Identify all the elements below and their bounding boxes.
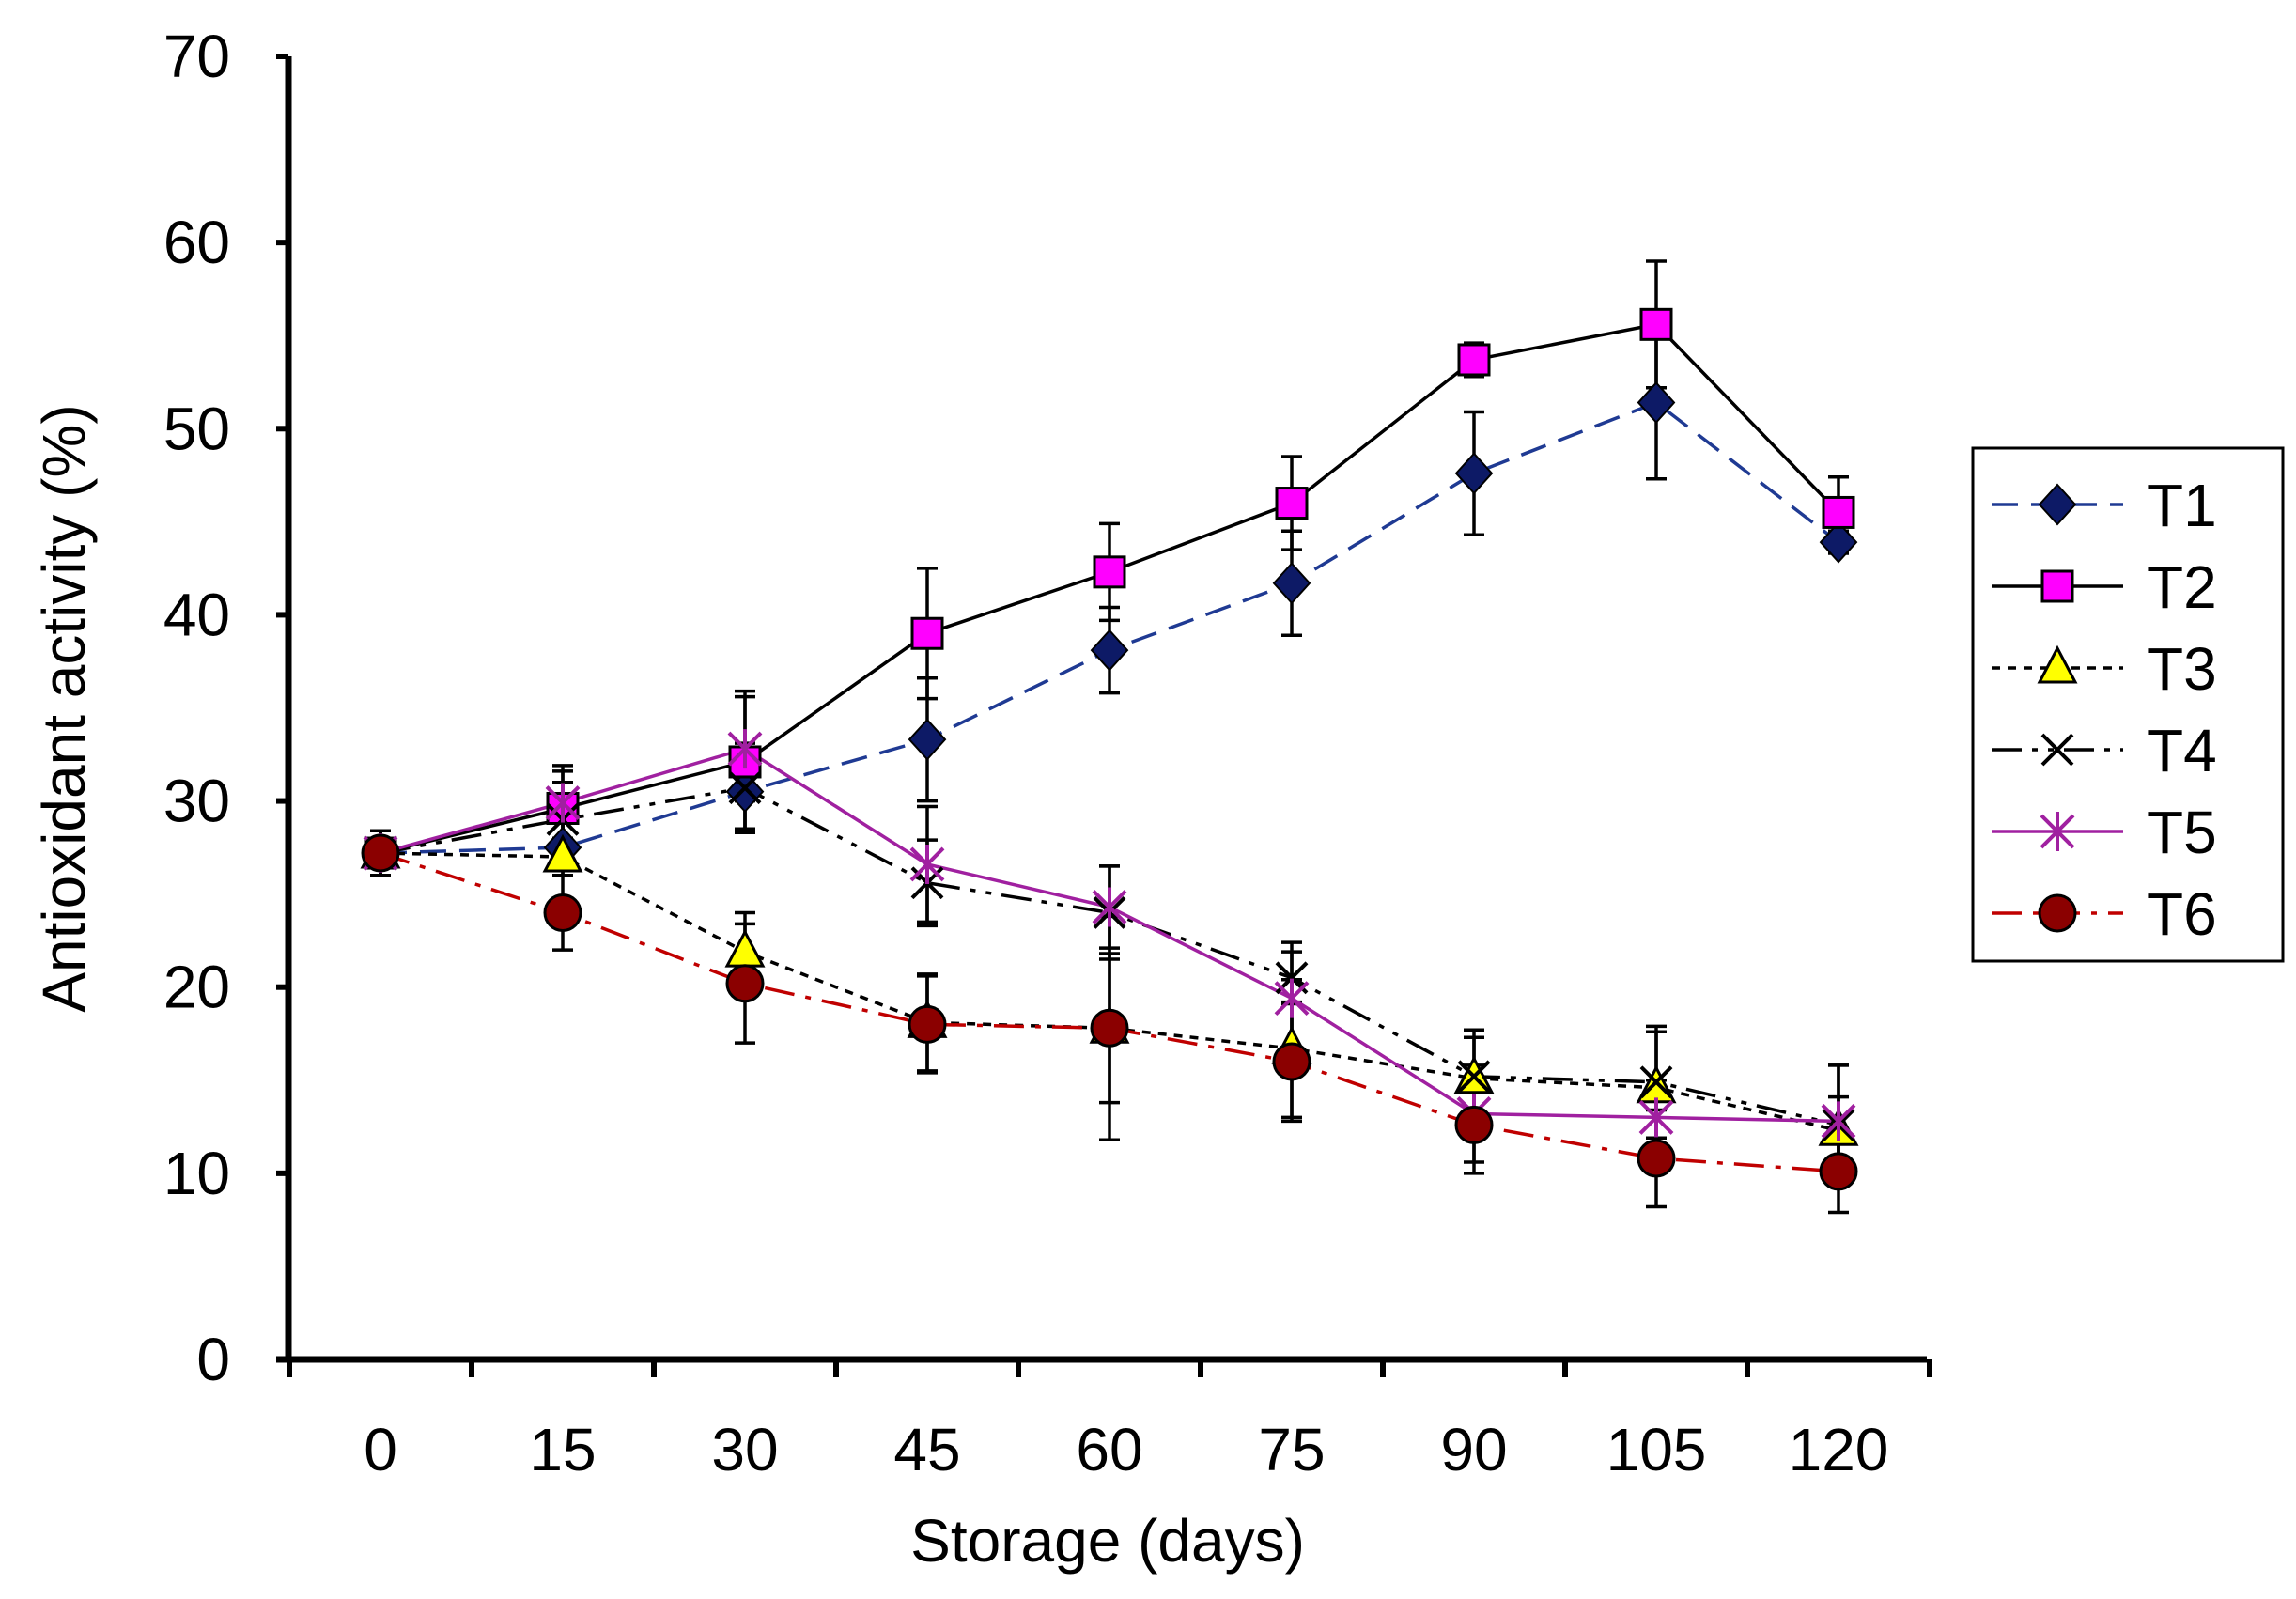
x-tick-label: 75: [1258, 1416, 1325, 1483]
legend-label: T3: [2147, 635, 2217, 703]
x-tick-label: 105: [1606, 1416, 1707, 1483]
data-point-t3: [724, 928, 766, 968]
legend-marker-t4: [2040, 733, 2074, 767]
data-point-t2: [1093, 555, 1126, 589]
legend-label: T1: [2147, 472, 2217, 539]
data-point-t1: [1272, 562, 1311, 605]
y-tick-label: 40: [163, 581, 230, 648]
legend-marker-t1: [2038, 483, 2077, 526]
data-point-t6: [543, 893, 582, 932]
y-axis-ticks: 0 10 20 30 40 50 60 70: [163, 23, 288, 1393]
data-point-t5: [909, 844, 945, 884]
x-tick-label: 90: [1440, 1416, 1507, 1483]
legend-item-t6: T6: [1992, 880, 2217, 948]
legend-label: T4: [2147, 717, 2217, 784]
x-axis-ticks: 0 15 30 45 60 75 90 105 120: [287, 1359, 1932, 1483]
x-axis-title: Storage (days): [910, 1507, 1305, 1575]
data-point-t6: [1090, 1008, 1129, 1048]
y-tick-label: 10: [163, 1140, 230, 1207]
error-bars: [370, 259, 1849, 1215]
data-point-t5: [727, 729, 763, 769]
data-point-t2: [1639, 307, 1673, 341]
data-point-t5: [1638, 1097, 1674, 1138]
series-line-t6: [380, 851, 1839, 1173]
data-point-t1: [725, 770, 765, 814]
legend-label: T2: [2147, 553, 2217, 621]
legend-box: [1971, 446, 2285, 963]
data-point-t4: [728, 771, 762, 805]
y-tick-label: 30: [163, 768, 230, 835]
legend-marker-t5: [2040, 812, 2075, 851]
legend-label: T6: [2147, 880, 2217, 948]
data-point-t6: [1272, 1042, 1311, 1081]
data-point-t4: [1639, 1065, 1673, 1099]
legend-item-t5: T5: [1992, 799, 2217, 866]
x-tick-label: 15: [529, 1416, 596, 1483]
data-point-t2: [1275, 487, 1309, 520]
data-point-t1: [1454, 452, 1494, 495]
data-point-t1: [1090, 629, 1129, 672]
data-point-t2: [910, 616, 944, 650]
data-point-t3: [542, 833, 583, 873]
data-point-t2: [1457, 343, 1491, 377]
y-tick-label: 20: [163, 954, 230, 1021]
legend-item-t1: T1: [1992, 472, 2217, 539]
data-point-t4: [1457, 1060, 1491, 1094]
data-point-t5: [545, 783, 581, 823]
data-point-t6: [1819, 1152, 1858, 1191]
x-tick-label: 60: [1076, 1416, 1142, 1483]
data-point-t6: [908, 1004, 947, 1044]
y-tick-label: 70: [163, 23, 230, 90]
x-tick-label: 0: [364, 1416, 397, 1483]
legend-marker-t2: [2040, 569, 2074, 603]
y-tick-label: 60: [163, 209, 230, 276]
y-axis-title: Antioxidant activity (%): [30, 404, 98, 1012]
plot-area: [360, 259, 1859, 1215]
data-point-t1: [1637, 381, 1676, 425]
legend-item-t3: T3: [1992, 635, 2217, 703]
legend-item-t2: T2: [1992, 553, 2217, 621]
data-point-t6: [361, 833, 400, 873]
x-tick-label: 30: [711, 1416, 778, 1483]
legend: T1 T2 T3 T4 T5 T6: [1971, 446, 2285, 963]
legend-label: T5: [2147, 799, 2217, 866]
y-tick-label: 0: [196, 1326, 230, 1393]
legend-marker-t6: [2038, 893, 2077, 933]
data-point-t6: [1454, 1105, 1494, 1144]
data-point-t6: [1637, 1139, 1676, 1178]
y-tick-label: 50: [163, 395, 230, 462]
legend-item-t4: T4: [1992, 717, 2217, 784]
series-line-t4: [380, 785, 1839, 1127]
data-point-t5: [1821, 1101, 1856, 1141]
series-markers: [360, 307, 1859, 1191]
x-tick-label: 45: [893, 1416, 960, 1483]
data-point-t2: [1822, 495, 1855, 529]
axes: 0 10 20 30 40 50 60 70 0 15 30 45 60 75 90 105 120: [163, 23, 1932, 1483]
data-point-t1: [908, 718, 947, 761]
legend-marker-t3: [2037, 644, 2078, 684]
data-point-t1: [1819, 520, 1858, 564]
data-point-t6: [725, 964, 765, 1003]
x-tick-label: 120: [1789, 1416, 1889, 1483]
data-point-t5: [1092, 887, 1127, 927]
data-point-t5: [1274, 978, 1310, 1018]
